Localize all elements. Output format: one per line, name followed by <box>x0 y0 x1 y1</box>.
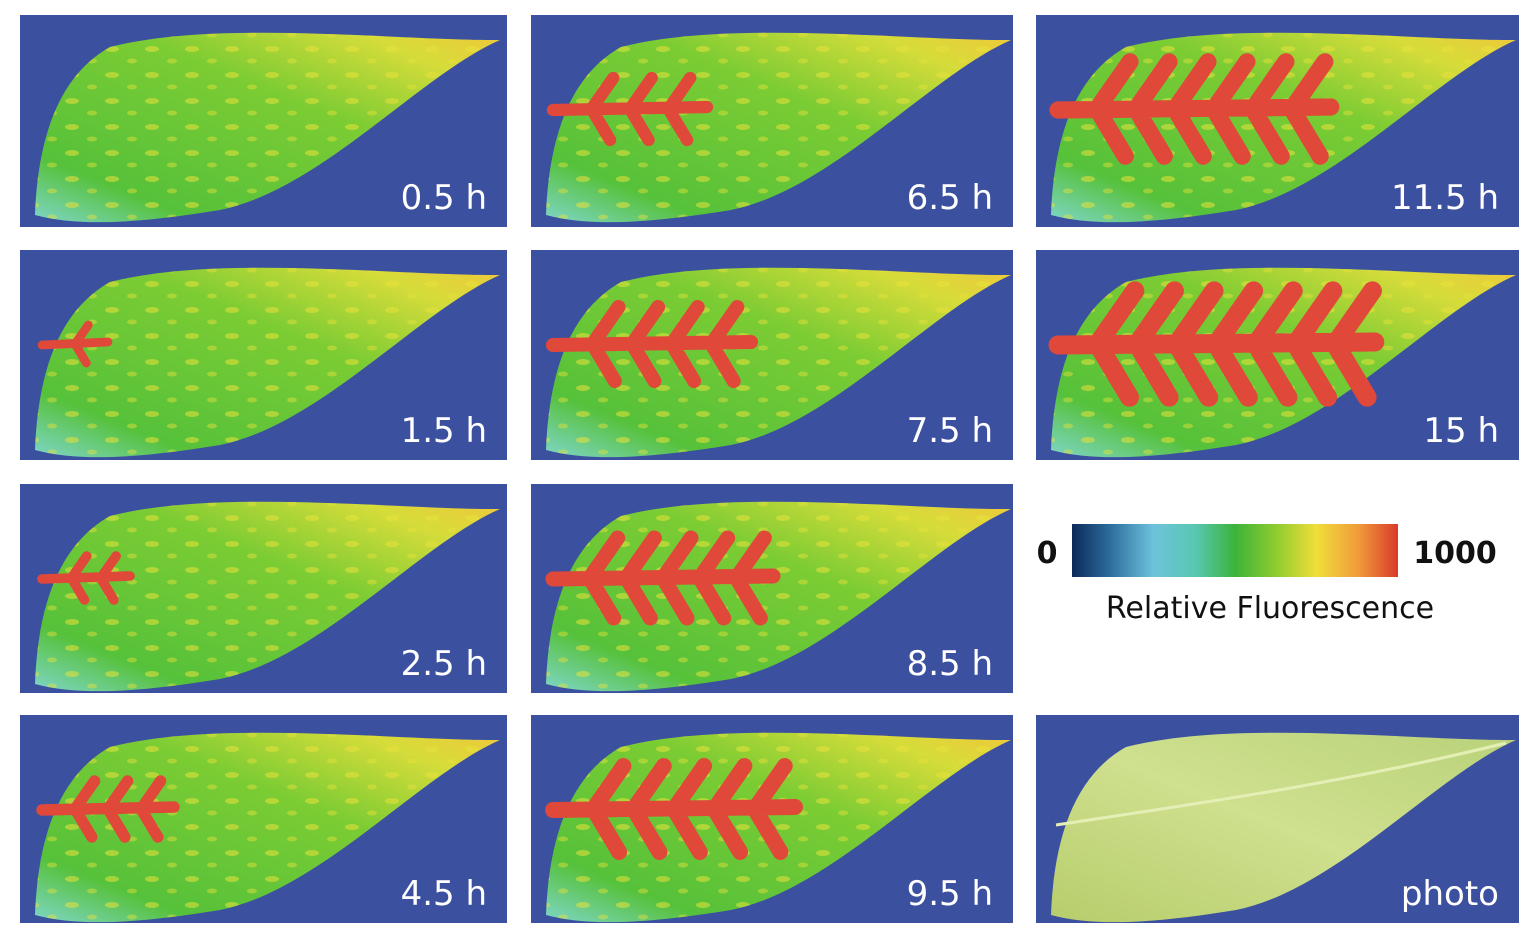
leaf-midrib <box>1055 741 1507 827</box>
panel: 2.5 h <box>20 484 507 693</box>
leaf-texture <box>35 32 500 223</box>
leaf-texture <box>546 32 1011 223</box>
colorbar-max: 1000 <box>1413 536 1497 571</box>
panel: 6.5 h <box>531 15 1013 227</box>
infection-vein <box>1049 53 1340 165</box>
infection-vein <box>545 530 781 626</box>
panel: 0.5 h <box>20 15 507 227</box>
panel: 15 h <box>1036 250 1519 460</box>
infection-vein <box>545 299 759 389</box>
panel-label: 11.5 h <box>1391 178 1499 218</box>
leaf-texture <box>35 732 500 923</box>
panel: 7.5 h <box>531 250 1013 460</box>
leaf-texture <box>35 501 500 692</box>
panel-grid: 0.5 h 1.5 h 2.5 h 4.5 h 6.5 h 7.5 h 8.5 h 9.5 h… <box>20 15 1519 923</box>
panel-label: 1.5 h <box>401 411 487 451</box>
panel-label: 6.5 h <box>907 178 993 218</box>
panel-label: 4.5 h <box>401 874 487 914</box>
panel: 4.5 h <box>20 715 507 923</box>
panel-label: 7.5 h <box>907 411 993 451</box>
infection-vein <box>545 758 803 860</box>
panel: 8.5 h <box>531 484 1013 693</box>
panel: photo <box>1036 715 1519 923</box>
colorbar: 0 1000 Relative Fluorescence <box>1037 524 1497 626</box>
leaf-texture <box>546 501 1011 692</box>
infection-vein <box>546 71 714 147</box>
leaf <box>1051 732 1516 923</box>
panel: 11.5 h <box>1036 15 1519 227</box>
panel-label: 9.5 h <box>907 874 993 914</box>
colorbar-gradient <box>1072 524 1398 577</box>
leaf-texture <box>546 267 1011 458</box>
infection-vein <box>37 551 135 605</box>
panel-label: 15 h <box>1423 411 1499 451</box>
panel: 1.5 h <box>20 250 507 460</box>
infection-vein <box>36 775 180 843</box>
leaf-texture <box>35 267 500 458</box>
panel-label: 2.5 h <box>401 644 487 684</box>
panel: 9.5 h <box>531 715 1013 923</box>
colorbar-min: 0 <box>1037 536 1058 571</box>
infection-vein <box>1048 281 1385 407</box>
panel-label: photo <box>1401 874 1499 914</box>
panel-label: 0.5 h <box>401 178 487 218</box>
infection-vein <box>37 320 113 368</box>
panel-label: 8.5 h <box>907 644 993 684</box>
leaf-texture <box>1051 32 1516 223</box>
colorbar-title: Relative Fluorescence <box>1106 591 1434 626</box>
